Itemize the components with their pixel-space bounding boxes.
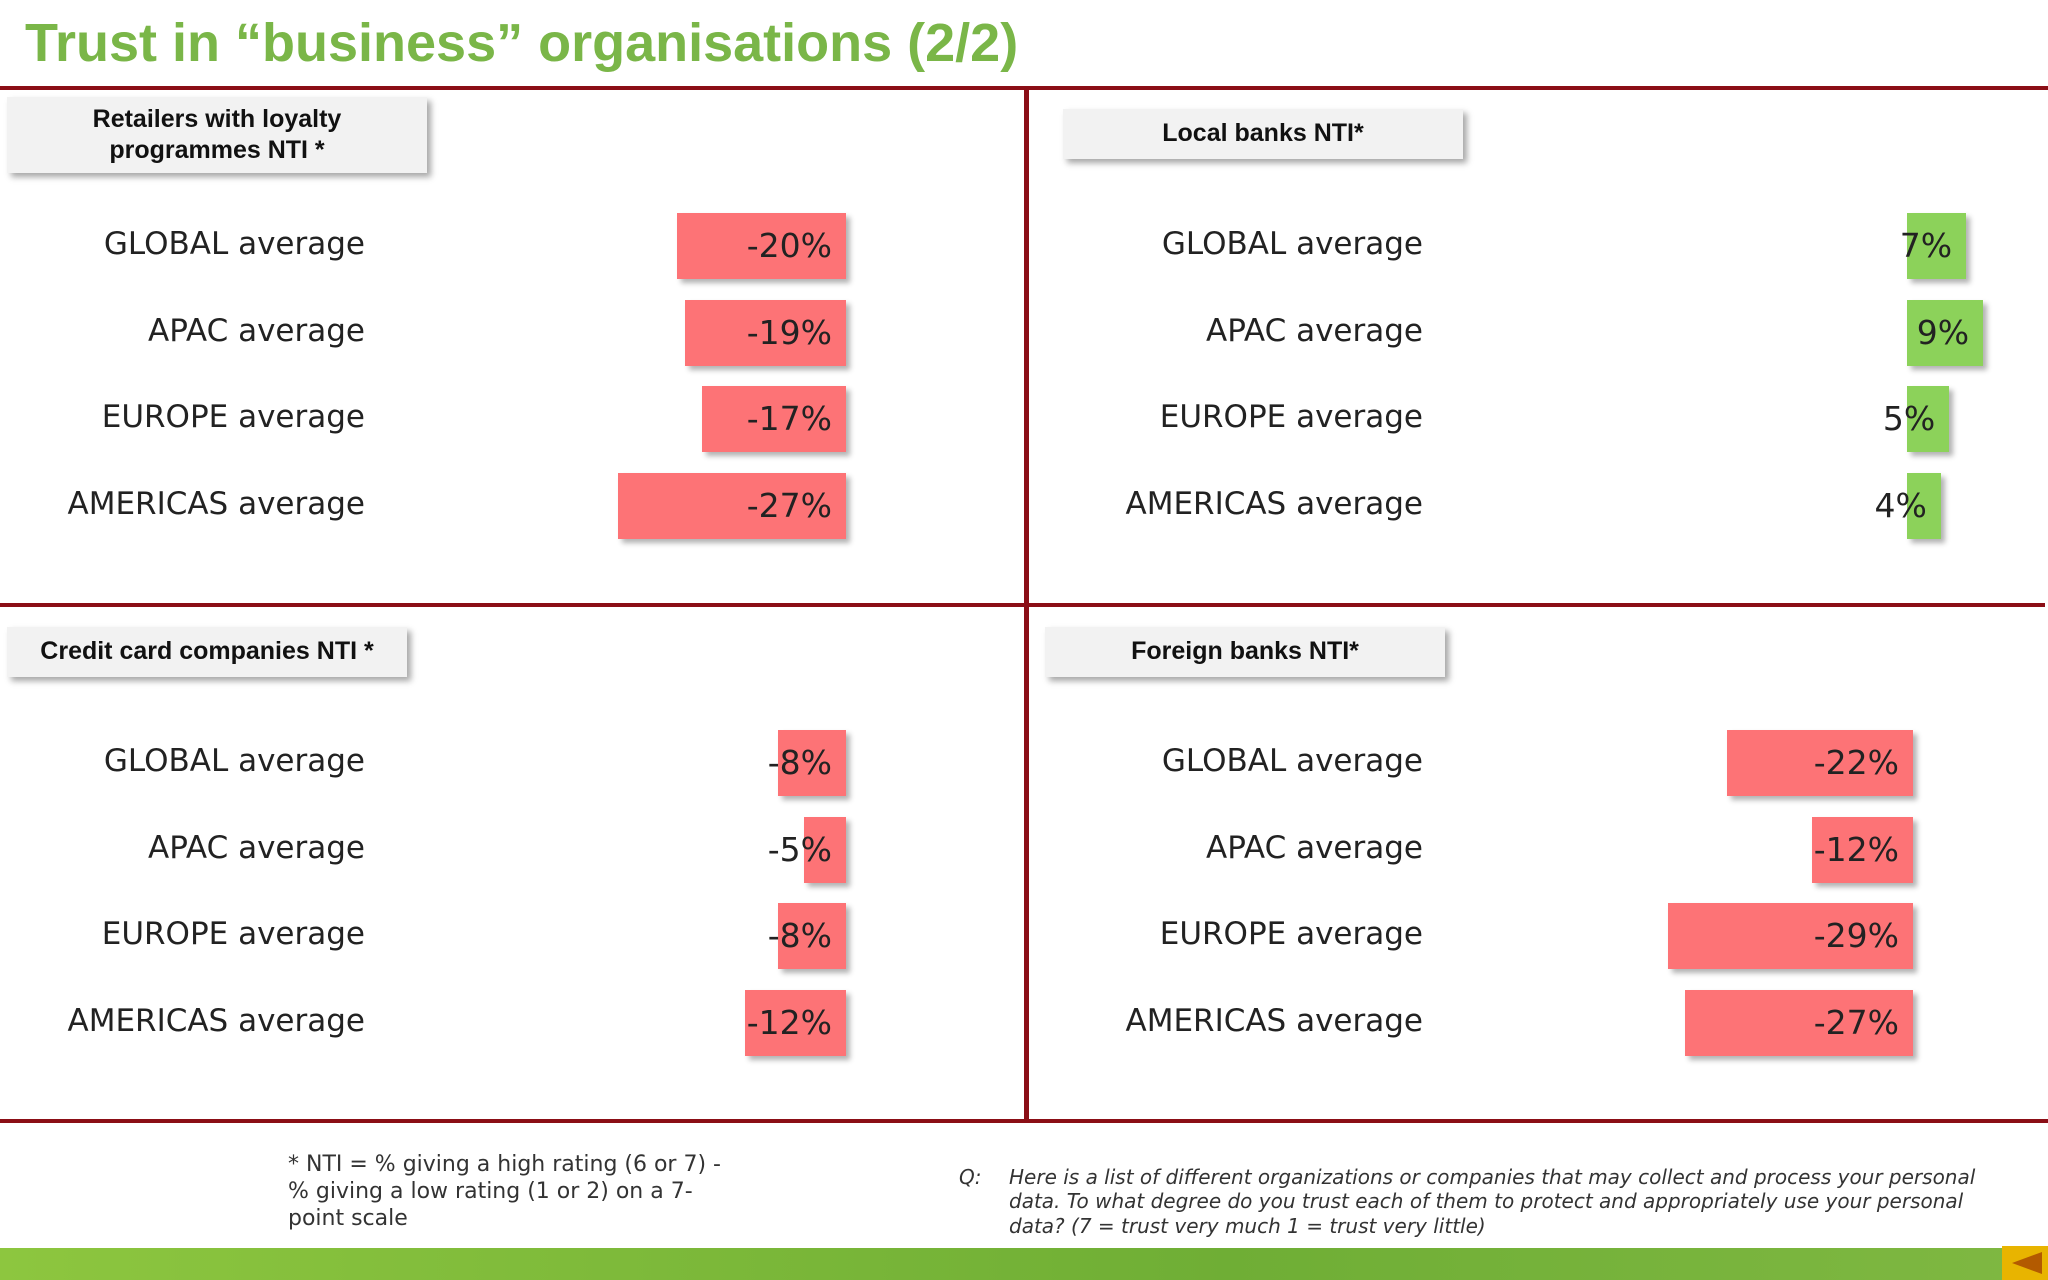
data-label: -27% (746, 486, 832, 525)
category-label: APAC average (148, 313, 365, 349)
bar (1907, 386, 1950, 452)
category-label: GLOBAL average (1161, 743, 1423, 779)
bar (1811, 817, 1913, 883)
data-label: 5% (1882, 399, 1936, 438)
bar (778, 903, 846, 969)
data-label: -17% (746, 399, 832, 438)
category-label: GLOBAL average (103, 743, 365, 779)
survey-question: Here is a list of different organization… (1009, 1165, 1976, 1238)
bar (1727, 730, 1913, 796)
category-label: GLOBAL average (103, 226, 365, 262)
bar (1667, 903, 1913, 969)
category-label: AMERICAS average (1125, 486, 1423, 522)
panel-title: Foreign banks NTI* (1045, 627, 1445, 677)
bar (1907, 213, 1967, 279)
category-label: AMERICAS average (67, 486, 365, 522)
data-label: -29% (1813, 916, 1899, 955)
category-label: APAC average (148, 830, 365, 866)
triangle-left-icon (2012, 1252, 2042, 1274)
panel-title: Credit card companies NTI * (7, 627, 407, 677)
category-label: AMERICAS average (1125, 1003, 1423, 1039)
bar (778, 730, 846, 796)
data-label: 7% (1899, 226, 1953, 265)
bar (1907, 300, 1984, 366)
middle-divider (0, 603, 2045, 607)
data-label: -19% (746, 313, 832, 352)
bar (702, 386, 846, 452)
category-label: APAC average (1206, 313, 1423, 349)
panel-title: Local banks NTI* (1063, 109, 1463, 159)
previous-slide-button[interactable] (2002, 1246, 2048, 1280)
data-label: -8% (767, 916, 832, 955)
panel-title: Retailers with loyalty programmes NTI * (7, 97, 427, 173)
bar (617, 473, 846, 539)
bar (685, 300, 846, 366)
category-label: EUROPE average (101, 399, 365, 435)
data-label: -8% (767, 743, 832, 782)
center-divider (1024, 86, 1029, 1123)
bar (1684, 990, 1913, 1056)
category-label: AMERICAS average (67, 1003, 365, 1039)
category-label: EUROPE average (1159, 399, 1423, 435)
bar (803, 817, 846, 883)
data-label: -5% (767, 830, 832, 869)
data-label: 4% (1874, 486, 1927, 525)
page-title: Trust in “business” organisations (2/2) (25, 13, 1019, 73)
category-label: EUROPE average (101, 916, 365, 952)
data-label: -22% (1813, 743, 1899, 782)
nti-footnote: * NTI = % giving a high rating (6 or 7) … (288, 1152, 721, 1231)
category-label: EUROPE average (1159, 916, 1423, 952)
data-label: -12% (746, 1003, 832, 1042)
data-label: -12% (1813, 830, 1899, 869)
bar (744, 990, 846, 1056)
bar (1907, 473, 1941, 539)
data-label: -27% (1813, 1003, 1899, 1042)
category-label: APAC average (1206, 830, 1423, 866)
data-label: -20% (746, 226, 832, 265)
footer-band (0, 1248, 2048, 1280)
category-label: GLOBAL average (1161, 226, 1423, 262)
bar (677, 213, 846, 279)
data-label: 9% (1916, 313, 1970, 352)
question-prefix: Q: (959, 1165, 982, 1189)
